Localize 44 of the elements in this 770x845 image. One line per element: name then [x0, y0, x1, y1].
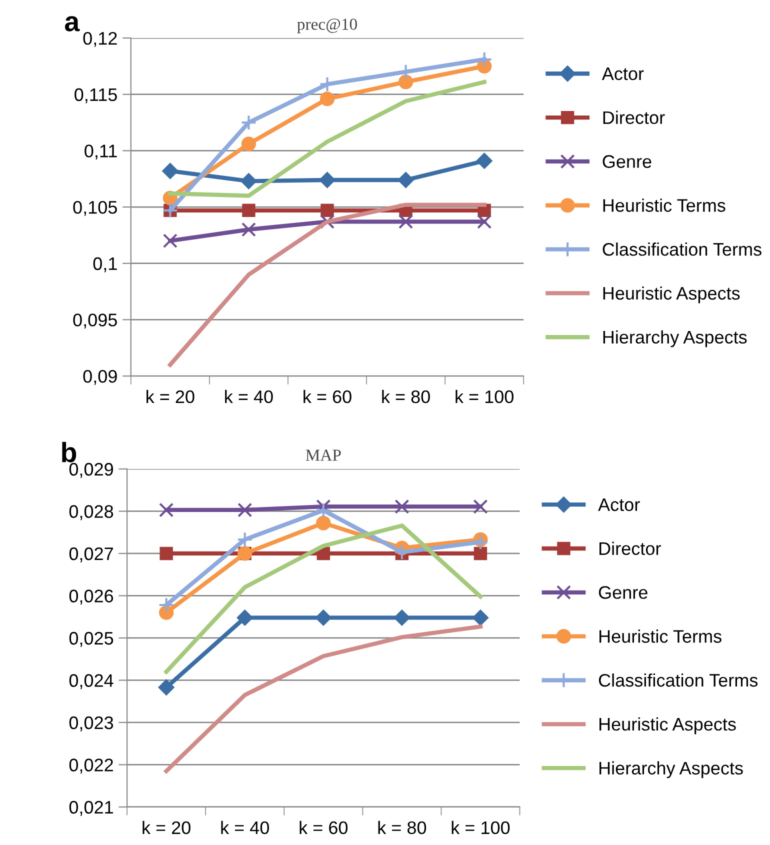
- y-tick-label: 0,027: [69, 547, 113, 562]
- x-tick-label: k = 80: [378, 820, 426, 834]
- y-tick-label: 0,021: [69, 800, 113, 816]
- legend-label: Hierarchy Aspects: [600, 761, 743, 778]
- x-tick-label: k = 80: [382, 390, 430, 404]
- legend-label: Genre: [602, 155, 652, 168]
- legend-label: Classification Terms: [602, 242, 762, 256]
- y-tick-label: 0,026: [69, 590, 114, 605]
- text: a: [64, 16, 80, 32]
- chart-title: MAP: [306, 450, 341, 461]
- y-tick-label: 0,023: [69, 716, 114, 732]
- y-tick-label: 0,095: [73, 314, 117, 329]
- x-tick-label: k = 40: [221, 820, 269, 834]
- y-tick-label: 0,1: [93, 257, 117, 272]
- legend-label: Director: [600, 542, 661, 555]
- y-tick-label: 0,115: [74, 88, 117, 104]
- y-tick-label: 0,022: [69, 758, 113, 774]
- x-tick-label: k = 60: [304, 390, 352, 404]
- x-tick-label: k = 40: [225, 390, 273, 404]
- legend-label: Heuristic Aspects: [603, 286, 740, 304]
- y-tick-label: 0,028: [69, 505, 114, 520]
- legend-label: Classification Terms: [598, 673, 758, 687]
- x-tick-label: k = 20: [142, 820, 190, 834]
- x-tick-label: k = 60: [300, 820, 348, 834]
- y-tick-label: 0,024: [69, 674, 114, 690]
- legend-label: Actor: [598, 498, 640, 512]
- y-tick-label: 0,025: [69, 632, 114, 647]
- legend-label: Heuristic Aspects: [600, 717, 736, 734]
- legend-label: Hierarchy Aspects: [603, 330, 747, 348]
- x-tick-label: k = 100: [452, 820, 510, 834]
- y-tick-label: 0,09: [83, 370, 117, 385]
- x-tick-label: k = 100: [456, 390, 514, 404]
- legend-label: Genre: [598, 586, 648, 599]
- legend-label: Heuristic Terms: [603, 198, 726, 212]
- y-tick-label: 0,029: [69, 462, 114, 478]
- legend-label: Director: [603, 110, 665, 124]
- legend-label: Heuristic Terms: [600, 630, 722, 643]
- y-tick-label: 0,105: [73, 200, 117, 216]
- y-tick-label: 0,12: [83, 32, 117, 47]
- text: b: [62, 442, 76, 462]
- y-tick-label: 0,11: [84, 144, 117, 160]
- legend-label: Actor: [602, 68, 644, 80]
- x-tick-label: k = 20: [146, 390, 194, 404]
- chart-title: prec@10: [297, 18, 357, 34]
